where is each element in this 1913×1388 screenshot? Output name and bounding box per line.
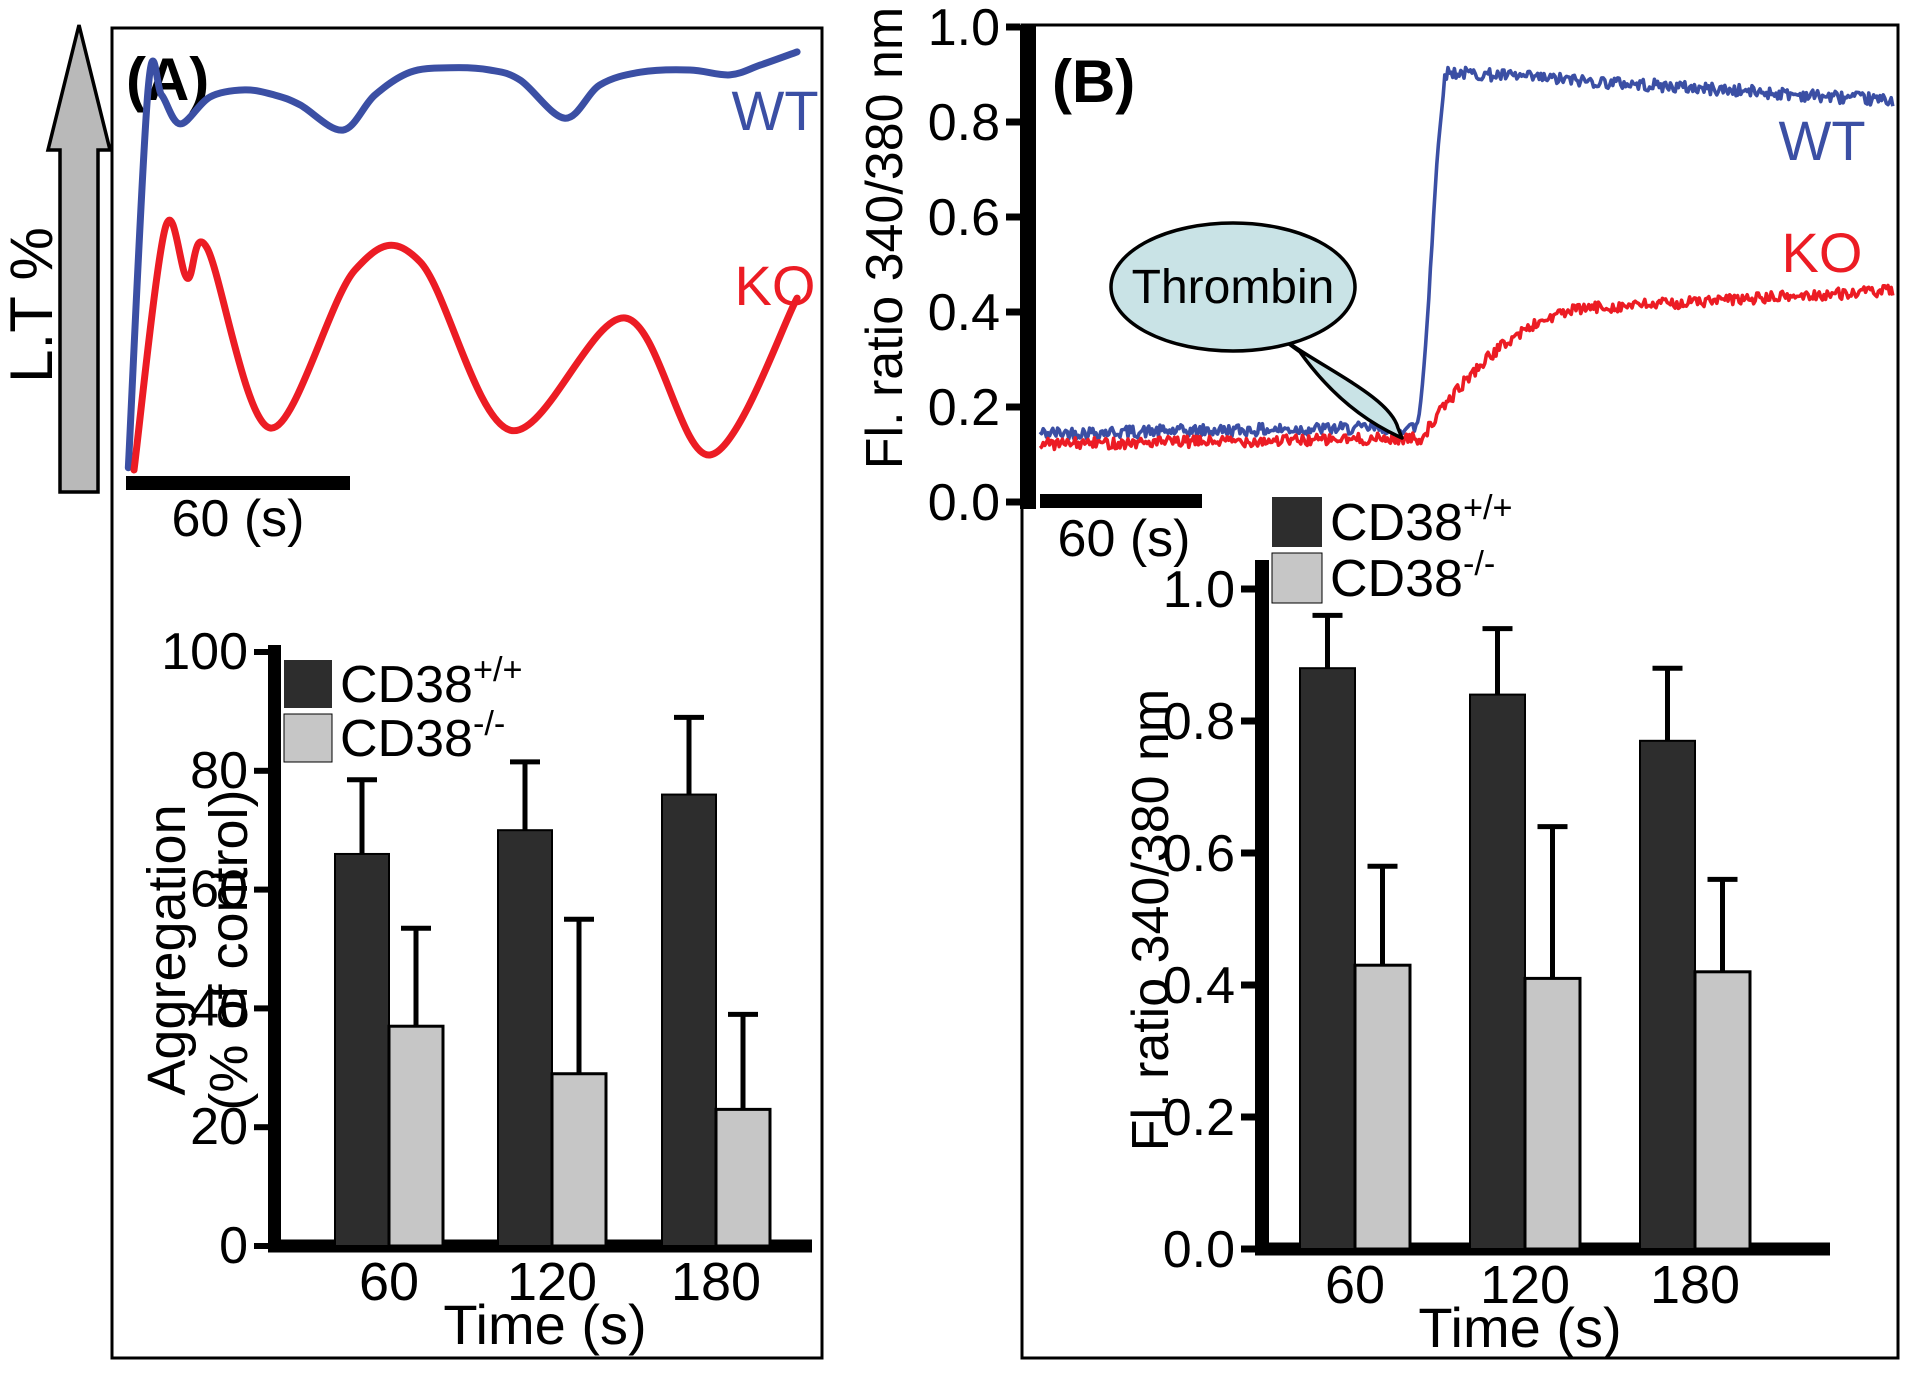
b-traces-ytick-label: 0.2 — [928, 379, 1000, 437]
a-bar-black-120 — [497, 829, 553, 1247]
panel-b: (B)0.00.20.40.60.81.0Fl. ratio 340/380 n… — [856, 0, 1900, 1360]
b-bar-gray-60 — [1353, 963, 1412, 1251]
b-legend-swatch-gray — [1271, 552, 1323, 604]
b-bar-black-60 — [1299, 667, 1356, 1250]
b-bar-gray-120 — [1523, 976, 1582, 1251]
b-bars-ytick-label: 1.0 — [1163, 561, 1235, 619]
wt-trace-label-b: WT — [1778, 109, 1865, 172]
a-bars-ytick-label: 0 — [219, 1217, 248, 1275]
b-bars-ytick-label: 0.4 — [1163, 957, 1235, 1015]
b-bars-xlabel: Time (s) — [1418, 1296, 1621, 1359]
b-bars-xtick-label: 60 — [1325, 1255, 1385, 1315]
a-bars-ylabel-1: Aggregation — [137, 804, 197, 1095]
a-legend-label-cd38-plus: CD38+/+ — [340, 651, 523, 714]
b-traces-ytick-label: 0.4 — [928, 284, 1000, 342]
b-bars-ytick-label: 0.8 — [1163, 693, 1235, 751]
b-bars-ytick-label: 0.6 — [1163, 825, 1235, 883]
b-bar-black-120 — [1469, 693, 1526, 1250]
a-bar-black-60 — [334, 852, 390, 1248]
ko-trace-a — [130, 216, 801, 474]
a-bars-ytick-label: 80 — [190, 742, 248, 800]
a-legend-swatch-black — [284, 660, 332, 708]
b-legend-label-cd38-plus: CD38+/+ — [1330, 489, 1513, 552]
thrombin-bubble-tail — [1276, 334, 1404, 440]
ko-trace-b — [1038, 283, 1895, 452]
a-bars-ytick-label: 60 — [190, 861, 248, 919]
b-bars-xtick-label: 120 — [1480, 1255, 1570, 1315]
b-bars-ytick-label: 0.2 — [1163, 1089, 1235, 1147]
a-bars-ytick-label: 20 — [190, 1098, 248, 1156]
panel-b-scalebar — [1040, 494, 1202, 508]
b-traces-ytick-label: 0.6 — [928, 189, 1000, 247]
panel-a-scalebar-label: 60 (s) — [172, 490, 305, 548]
a-bar-gray-60 — [387, 1024, 445, 1248]
a-bars-xlabel: Time (s) — [443, 1293, 646, 1356]
a-bars-xtick-label: 60 — [359, 1252, 419, 1312]
wt-trace-label-a: WT — [731, 79, 818, 142]
b-bars-xtick-label: 180 — [1650, 1255, 1740, 1315]
b-traces-ylabel: Fl. ratio 340/380 nm — [856, 7, 914, 469]
a-bars-xtick-label: 120 — [507, 1252, 597, 1312]
b-bar-gray-180 — [1693, 970, 1752, 1251]
b-traces-ytick-label: 0.8 — [928, 94, 1000, 152]
a-legend-label-cd38-minus: CD38-/- — [340, 705, 505, 768]
thrombin-bubble — [1109, 221, 1357, 353]
a-bar-gray-180 — [714, 1107, 772, 1248]
panel-a-border — [110, 26, 824, 1360]
ko-trace-label-b: KO — [1782, 221, 1863, 284]
panel-b-border — [1020, 23, 1900, 1360]
a-bars-ylabel-2: (% of control) — [199, 789, 259, 1110]
lt-axis-arrow-icon — [45, 24, 113, 494]
thrombin-annotation: Thrombin — [1132, 261, 1335, 314]
b-bar-black-180 — [1639, 739, 1696, 1250]
panel-a-ylabel: L.T % — [0, 227, 65, 383]
b-traces-ytick-label: 0.0 — [928, 474, 1000, 532]
a-bar-gray-120 — [550, 1072, 608, 1248]
wt-trace-b — [1038, 65, 1895, 441]
b-bars-ylabel: Fl. ratio 340/380 nm — [1122, 689, 1180, 1151]
a-legend-swatch-gray — [283, 713, 333, 763]
panel-a-scalebar — [126, 476, 350, 490]
a-bar-black-180 — [661, 793, 717, 1247]
ko-trace-label-a: KO — [735, 254, 816, 317]
b-legend-swatch-black — [1272, 497, 1322, 547]
b-traces-ytick-label: 1.0 — [928, 0, 1000, 57]
b-bars-ytick-label: 0.0 — [1163, 1221, 1235, 1279]
wt-trace-a — [124, 48, 801, 472]
a-bars-ytick-label: 100 — [161, 623, 248, 681]
panel-b-scalebar-label: 60 (s) — [1058, 510, 1191, 568]
a-bars-ytick-label: 40 — [190, 979, 248, 1037]
a-bars-xtick-label: 180 — [671, 1252, 761, 1312]
b-legend-label-cd38-minus: CD38-/- — [1330, 545, 1495, 608]
panel-b-letter: (B) — [1052, 48, 1135, 115]
